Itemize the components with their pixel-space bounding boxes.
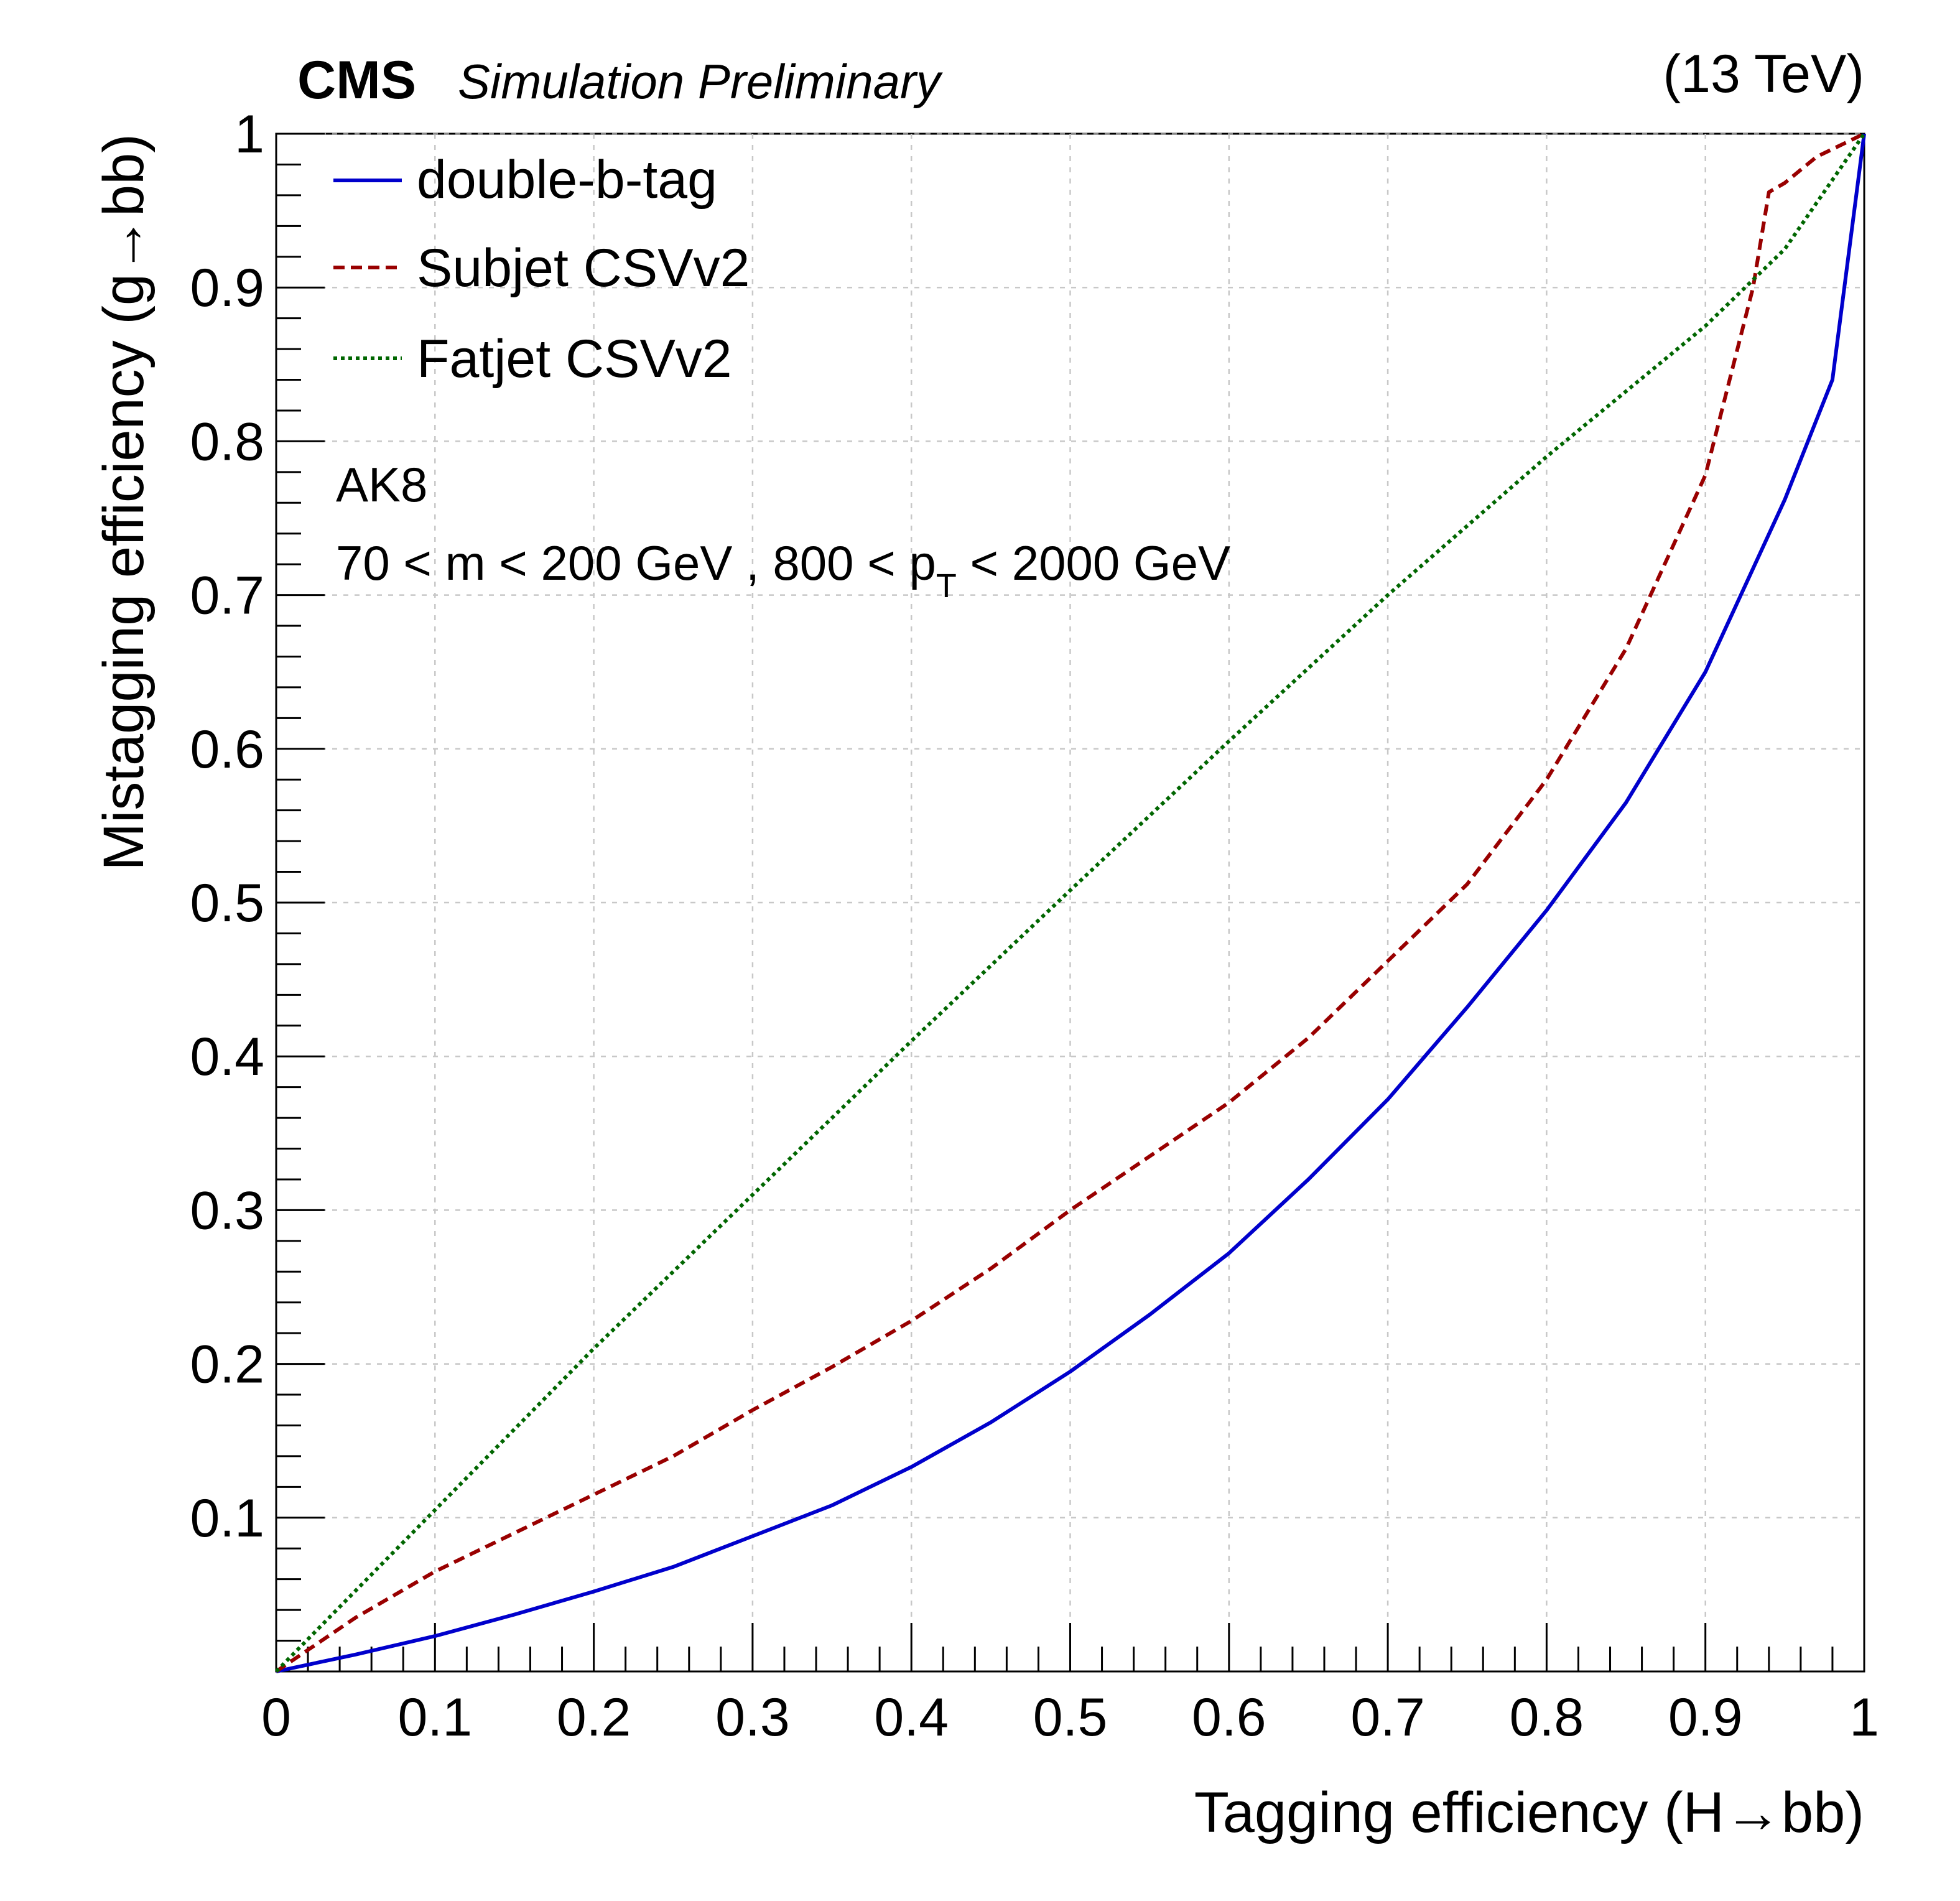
x-tick-label: 0 [261, 1688, 291, 1747]
simulation-preliminary-label: Simulation Preliminary [458, 54, 943, 109]
jet-algorithm-label: AK8 [336, 457, 427, 512]
x-tick-label: 0.1 [398, 1688, 473, 1747]
y-tick-label: 0.5 [190, 873, 264, 933]
series-line-subjet-csvv2 [275, 132, 1865, 1673]
y-tick-label: 0.1 [190, 1489, 264, 1548]
x-tick-label: 0.5 [1033, 1688, 1108, 1747]
cuts-suffix: < 2000 GeV [957, 536, 1230, 590]
x-tick-label: 0.8 [1510, 1688, 1584, 1747]
y-tick-label: 0.3 [190, 1181, 264, 1240]
x-tick-labels: 0 0.1 0.2 0.3 0.4 0.5 0.6 0.7 0.8 0.9 1 [261, 1688, 1879, 1747]
cuts-prefix: 70 < m < 200 GeV , 800 < p [336, 536, 936, 590]
axis-ticks [275, 132, 1865, 1673]
cuts-subscript: T [936, 567, 957, 605]
legend-label-fatjet-csvv2: Fatjet CSVv2 [417, 329, 732, 389]
y-tick-labels: 0.1 0.2 0.3 0.4 0.5 0.6 0.7 0.8 0.9 1 [190, 105, 264, 1548]
y-tick-label: 0.9 [190, 258, 264, 318]
series-line-double-b-tag [276, 133, 1866, 1673]
x-axis-title: Tagging efficiency (H→bb) [1194, 1781, 1864, 1844]
grid [276, 132, 1864, 1671]
cms-label: CMS [297, 50, 416, 110]
x-tick-label: 0.3 [715, 1688, 790, 1747]
y-tick-label: 1 [235, 105, 264, 164]
x-tick-label: 0.2 [557, 1688, 631, 1747]
series-layer [274, 132, 1866, 1673]
legend-label-subjet-csvv2: Subjet CSVv2 [417, 238, 750, 298]
energy-label: (13 TeV) [1663, 44, 1864, 104]
legend: double-b-tag Subjet CSVv2 Fatjet CSVv2 [333, 150, 750, 389]
x-tick-label: 0.9 [1668, 1688, 1743, 1747]
legend-label-double-b-tag: double-b-tag [417, 150, 717, 210]
y-axis-title: Mistagging efficiency (g→bb) [92, 134, 156, 871]
x-tick-label: 0.6 [1192, 1688, 1266, 1747]
y-tick-label: 0.2 [190, 1335, 264, 1395]
x-tick-label: 1 [1849, 1688, 1879, 1747]
kinematic-cuts-label: 70 < m < 200 GeV , 800 < pT < 2000 GeV [336, 536, 1230, 605]
x-tick-label: 0.7 [1350, 1688, 1425, 1747]
y-tick-label: 0.6 [190, 720, 264, 779]
y-tick-label: 0.4 [190, 1027, 264, 1087]
x-tick-label: 0.4 [874, 1688, 949, 1747]
y-tick-label: 0.8 [190, 412, 264, 472]
y-tick-label: 0.7 [190, 566, 264, 626]
